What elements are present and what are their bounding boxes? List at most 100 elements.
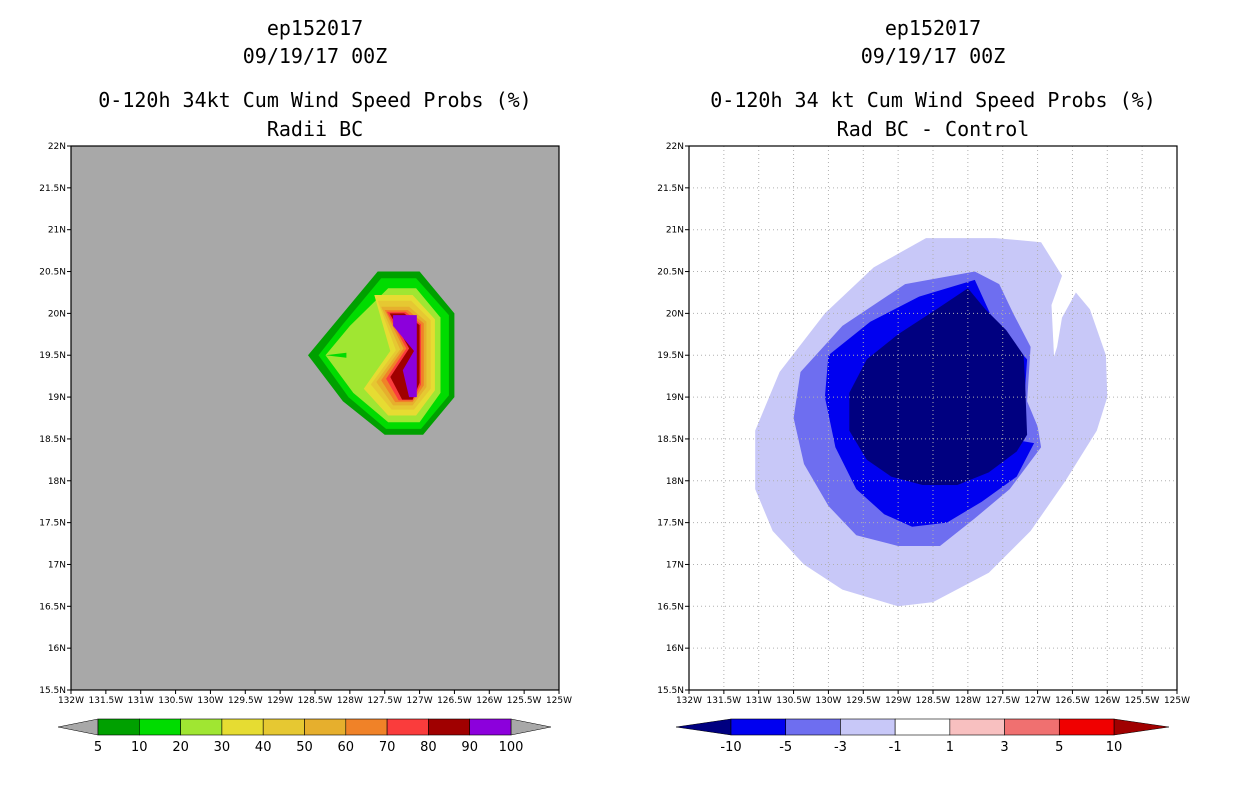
colorbar-arrow-left [57, 718, 99, 736]
y-tick-label: 15.5N [39, 686, 66, 696]
left-storm-id: ep152017 [266, 16, 364, 40]
colorbar-box [1058, 718, 1115, 736]
y-tick-label: 18N [48, 477, 66, 487]
left-chart-title: 0-120h 34kt Cum Wind Speed Probs (%) [98, 88, 532, 112]
left-panel-title: ep152017 09/19/17 00Z [70, 14, 560, 70]
x-tick-label: 132W [58, 696, 84, 706]
y-tick-label: 16.5N [657, 602, 684, 612]
colorbar-label: 70 [379, 740, 396, 755]
colorbar-label: 3 [1000, 740, 1008, 755]
colorbar-arrow-left [675, 718, 732, 736]
colorbar-box [386, 718, 429, 736]
x-tick-label: 126.5W [1055, 696, 1090, 706]
colorbar-label: 50 [296, 740, 313, 755]
colorbar-label: 20 [172, 740, 189, 755]
y-tick-label: 19N [48, 393, 66, 403]
x-tick-label: 130W [197, 696, 223, 706]
colorbar-label: 60 [338, 740, 355, 755]
colorbar-label: 30 [214, 740, 231, 755]
x-tick-label: 129W [885, 696, 911, 706]
x-tick-label: 129.5W [228, 696, 263, 706]
colorbar-box [949, 718, 1005, 736]
x-tick-label: 130.5W [158, 696, 193, 706]
x-tick-label: 131W [746, 696, 772, 706]
y-tick-label: 18.5N [39, 435, 66, 445]
x-tick-label: 126W [1094, 696, 1120, 706]
right-colorbar: -10 -5 -3 -1 1 3 5 10 [675, 718, 1170, 755]
y-tick-label: 16N [48, 644, 66, 654]
right-datetime: 09/19/17 00Z [860, 44, 1006, 68]
x-tick-label: 127.5W [985, 696, 1020, 706]
x-tick-label: 131.5W [89, 696, 124, 706]
y-tick-label: 19.5N [39, 351, 66, 361]
colorbar-box [139, 718, 181, 736]
x-tick-label: 129W [267, 696, 293, 706]
x-tick-label: 128W [955, 696, 981, 706]
y-tick-label: 20.5N [39, 268, 66, 278]
x-tick-label: 131W [128, 696, 154, 706]
y-tick-label: 21N [48, 226, 66, 236]
x-tick-label: 125W [1164, 696, 1190, 706]
y-tick-label: 21.5N [657, 184, 684, 194]
y-tick-label: 17.5N [39, 519, 66, 529]
y-tick-label: 22N [48, 142, 66, 152]
colorbar-box [345, 718, 388, 736]
colorbar-box [180, 718, 223, 736]
x-tick-label: 130W [815, 696, 841, 706]
x-tick-label: 132W [676, 696, 702, 706]
colorbar-box [469, 718, 512, 736]
colorbar-label: 1 [946, 740, 954, 755]
y-tick-label: 19.5N [657, 351, 684, 361]
x-tick-label: 127W [407, 696, 433, 706]
x-tick-label: 125.5W [1125, 696, 1160, 706]
contour-level-neg10 [849, 288, 1028, 485]
contour-blob [325, 352, 347, 358]
colorbar-box [894, 718, 951, 736]
y-tick-label: 20N [48, 309, 66, 319]
x-tick-label: 125W [546, 696, 572, 706]
y-tick-label: 17.5N [657, 519, 684, 529]
y-tick-label: 22N [666, 142, 684, 152]
y-tick-label: 20.5N [657, 268, 684, 278]
right-map-panel: 132W 131.5W 131W 130.5W 130W 129.5W 129W 128.5W… [657, 142, 1190, 706]
colorbar-label: 100 [499, 740, 524, 755]
right-chart-subtitle: Rad BC - Control [836, 117, 1030, 141]
x-tick-label: 128.5W [916, 696, 951, 706]
colorbar-label: -3 [834, 740, 847, 755]
right-storm-id: ep152017 [884, 16, 982, 40]
x-tick-label: 126W [476, 696, 502, 706]
y-tick-label: 18N [666, 477, 684, 487]
colorbar-label: -5 [779, 740, 792, 755]
colorbar-label: 5 [1055, 740, 1063, 755]
y-tick-label: 21N [666, 226, 684, 236]
colorbar-box [785, 718, 841, 736]
colorbar-label: 10 [1106, 740, 1123, 755]
colorbar-box [304, 718, 347, 736]
colorbar-label: 40 [255, 740, 272, 755]
colorbar-box [730, 718, 787, 736]
y-tick-label: 20N [666, 309, 684, 319]
x-tick-label: 127.5W [367, 696, 402, 706]
colorbar-label: -10 [720, 740, 741, 755]
left-map-panel: 132W 131.5W 131W 130.5W 130W 129.5W 129W 128.5W… [39, 142, 572, 706]
x-tick-label: 128.5W [298, 696, 333, 706]
left-chart-subtitle: Radii BC [266, 117, 364, 141]
colorbar-arrow-right [510, 718, 552, 736]
colorbar-label: 80 [420, 740, 437, 755]
x-tick-label: 126.5W [437, 696, 472, 706]
y-tick-label: 19N [666, 393, 684, 403]
y-tick-label: 15.5N [657, 686, 684, 696]
y-tick-label: 17N [666, 560, 684, 570]
map-background [71, 146, 559, 690]
right-chart-title: 0-120h 34 kt Cum Wind Speed Probs (%) [710, 88, 1156, 112]
colorbar-box [221, 718, 264, 736]
x-tick-label: 130.5W [776, 696, 811, 706]
x-tick-label: 129.5W [846, 696, 881, 706]
colorbar-box [840, 718, 896, 736]
left-datetime: 09/19/17 00Z [242, 44, 388, 68]
x-tick-label: 125.5W [507, 696, 542, 706]
y-tick-label: 21.5N [39, 184, 66, 194]
colorbar-label: -1 [889, 740, 902, 755]
colorbar-label: 10 [131, 740, 148, 755]
